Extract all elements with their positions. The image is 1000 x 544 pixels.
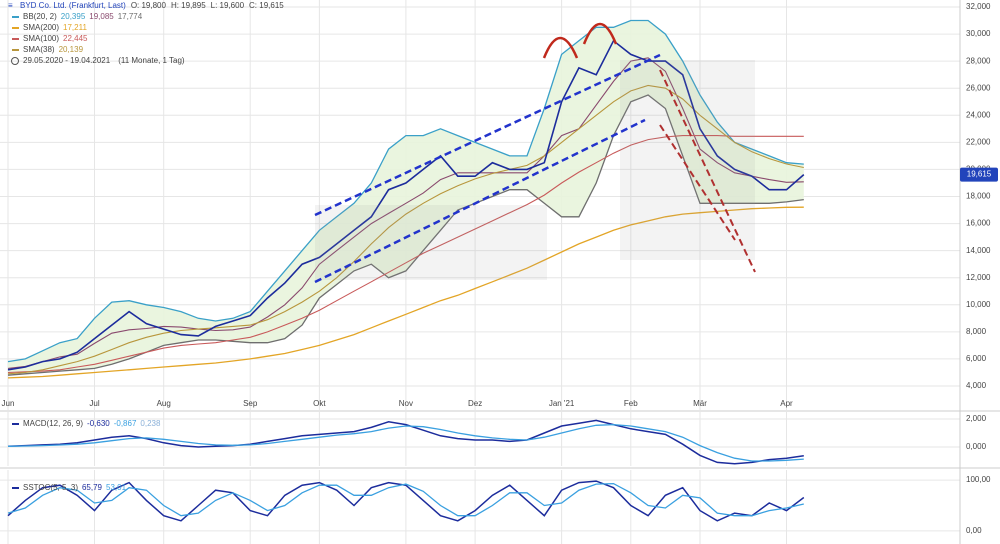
instrument-name: BYD Co. Ltd. (Frankfurt, Last) [20, 1, 126, 10]
x-tick-label: Mär [693, 399, 707, 408]
legend-readout: 22,445 [63, 34, 88, 43]
legend-readout: 53,01 [106, 483, 127, 492]
y-tick-label: 100,00 [966, 475, 991, 484]
ohlc-value: C: 19,615 [249, 1, 284, 10]
y-tick-label: 28,000 [966, 56, 991, 65]
legend-readout: 17,774 [118, 12, 143, 21]
legend-readout: 0,238 [140, 419, 161, 428]
y-tick-label: 0,00 [966, 526, 982, 535]
period-text: (11 Monate, 1 Tag) [118, 56, 185, 65]
legend-entry: SSTOC(5, 5, 3) 65,79 53,01 [23, 483, 127, 492]
legend-readout: 20,395 [61, 12, 86, 21]
x-tick-label: Jul [89, 399, 99, 408]
legend-entry: BB(20, 2) 20,395 19,085 17,774 [23, 12, 143, 21]
x-tick-label: Nov [399, 399, 413, 408]
icon: ≡ [8, 1, 13, 10]
trend-channel-lower [314, 118, 646, 284]
text-layer: 4,000 6,000 8,000 10,000 12,000 14,000 16,000 1… [2, 1, 998, 535]
legend-readout: 20,139 [59, 45, 84, 54]
y-tick-label: 18,000 [966, 192, 991, 201]
y-tick-label: 4,000 [966, 381, 987, 390]
trend-down-upper [659, 69, 756, 273]
ohlc-value: L: 19,600 [211, 1, 245, 10]
line [7, 482, 804, 517]
legend-readout: 65,79 [82, 483, 103, 492]
ohlc-value: H: 19,895 [171, 1, 206, 10]
line [7, 94, 804, 376]
line [7, 423, 804, 462]
clock-icon [11, 57, 19, 65]
legend-name: SMA(38) [23, 45, 55, 54]
legend-entry: SMA(38) 20,139 [23, 45, 84, 54]
y-tick-label: 26,000 [966, 83, 991, 92]
y-tick-label: 22,000 [966, 137, 991, 146]
x-tick-label: Apr [780, 399, 793, 408]
trend-down-lower [659, 124, 736, 241]
head-arc [582, 22, 618, 45]
x-tick-label: Feb [624, 399, 638, 408]
line-layer [7, 19, 805, 522]
legend-readout: 19,085 [89, 12, 114, 21]
line [7, 480, 805, 522]
price-tag-label: 19,615 [967, 170, 992, 179]
legend-entry: SMA(100) 22,445 [23, 34, 88, 43]
legend-entry: SMA(200) 17,211 [23, 23, 87, 32]
legend-name: MACD(12, 26, 9) [23, 419, 83, 428]
trend-channel-upper [314, 53, 661, 217]
y-tick-label: 8,000 [966, 327, 987, 336]
y-tick-label: 30,000 [966, 29, 991, 38]
y-tick-label: 6,000 [966, 354, 987, 363]
y-tick-label: 24,000 [966, 110, 991, 119]
line [7, 57, 804, 369]
legend-name: SSTOC(5, 5, 3) [23, 483, 78, 492]
line [7, 19, 804, 363]
line [7, 206, 804, 379]
y-tick-label: 10,000 [966, 300, 991, 309]
x-tick-label: Aug [157, 399, 171, 408]
annotations [314, 22, 756, 284]
y-tick-label: 14,000 [966, 246, 991, 255]
x-tick-label: Jun [2, 399, 15, 408]
x-tick-label: Dez [468, 399, 482, 408]
legend-name: SMA(200) [23, 23, 59, 32]
date-range: 29.05.2020 - 19.04.2021 (11 Monate, 1 Tag… [23, 56, 185, 65]
legend-name: SMA(100) [23, 34, 59, 43]
x-tick-label: Jan '21 [549, 399, 575, 408]
legend-readout: -0,630 [87, 419, 110, 428]
price-tag [960, 167, 998, 182]
legend-readout: 17,211 [63, 23, 87, 32]
x-tick-label: Okt [313, 399, 326, 408]
header: BYD Co. Ltd. (Frankfurt, Last) O: 19,800 H… [20, 1, 284, 10]
shade [620, 60, 755, 260]
y-tick-label: 32,000 [966, 2, 991, 11]
shoulder-arc [542, 36, 579, 59]
x-tick-label: Sep [243, 399, 258, 408]
line [7, 39, 805, 371]
shade [315, 205, 547, 280]
legend-readout: -0,867 [114, 419, 137, 428]
y-tick-label: 0,000 [966, 442, 987, 451]
legend-name: BB(20, 2) [23, 12, 57, 21]
y-tick-label: 16,000 [966, 219, 991, 228]
ohlc-value: O: 19,800 [131, 1, 167, 10]
y-tick-label: 2,000 [966, 414, 987, 423]
legend-entry: MACD(12, 26, 9) -0,630 -0,867 0,238 [23, 419, 161, 428]
date-range-text: 29.05.2020 - 19.04.2021 [23, 56, 111, 65]
y-tick-label: 12,000 [966, 273, 991, 282]
line [7, 135, 804, 374]
